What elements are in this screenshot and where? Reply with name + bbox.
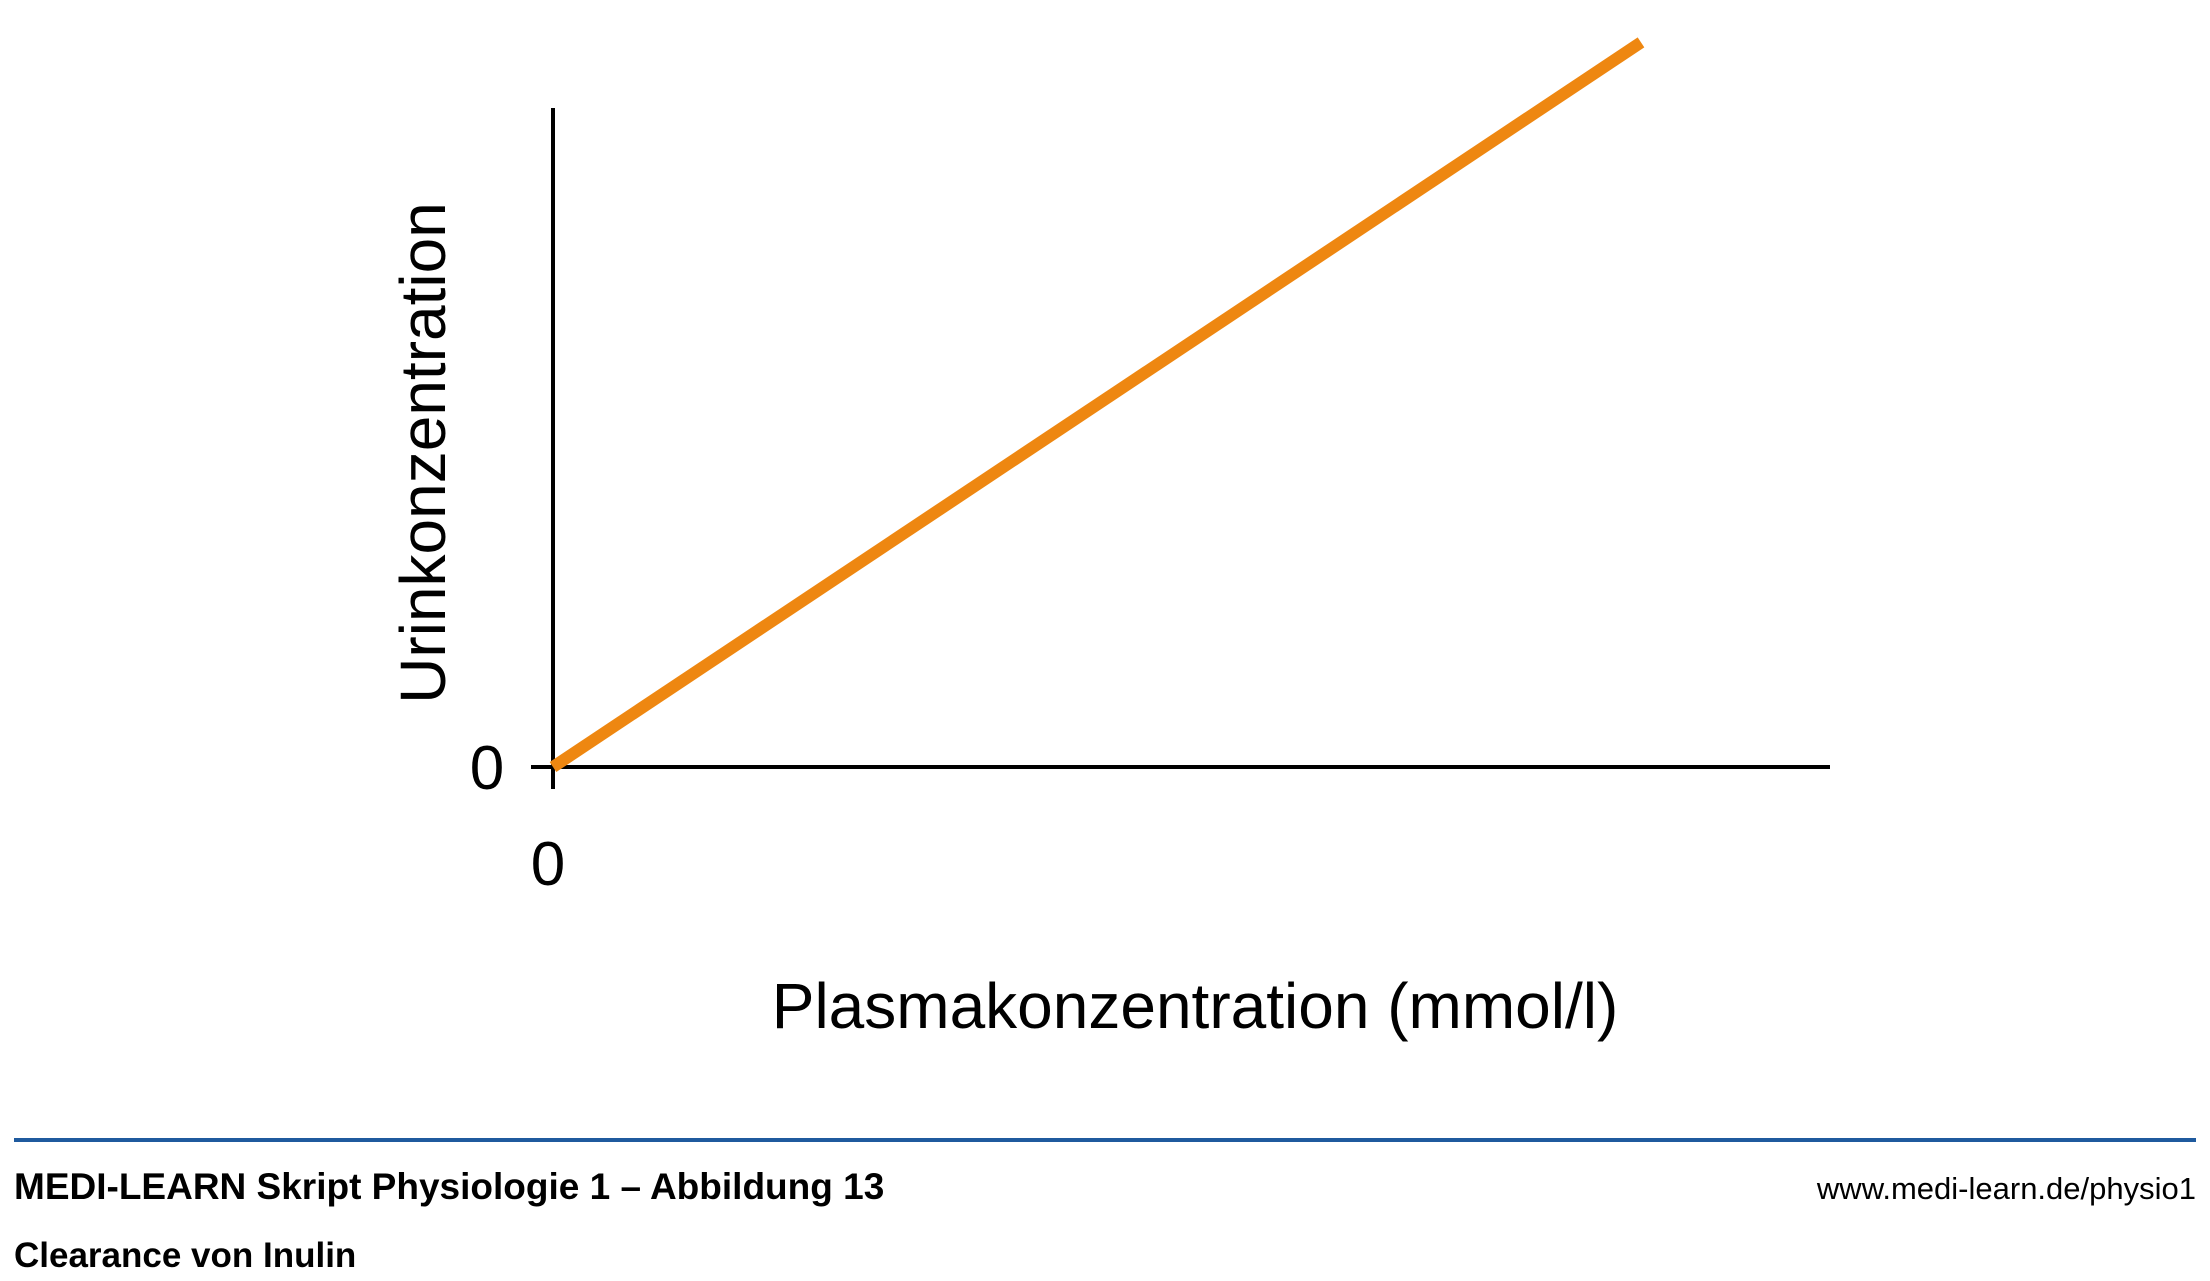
source-url: www.medi-learn.de/physio1 <box>1816 1171 2196 1206</box>
series-line-0 <box>549 37 1645 772</box>
footer-divider <box>14 1138 2196 1142</box>
y-tick-label-0: 0 <box>470 734 504 803</box>
figure-caption-subtitle: Clearance von Inulin <box>14 1236 357 1275</box>
y-axis-label: Urinkonzentration <box>387 202 459 704</box>
figure-caption-title: MEDI-LEARN Skript Physiologie 1 – Abbild… <box>14 1166 885 1207</box>
x-tick-label-0: 0 <box>531 830 565 899</box>
x-axis-label: Plasmakonzentration (mmol/l) <box>772 970 1619 1042</box>
series-layer <box>549 37 1645 772</box>
